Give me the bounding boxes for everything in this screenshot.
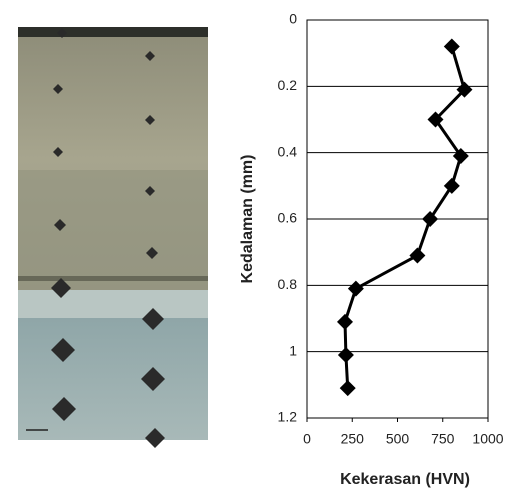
y-tick-label: 0.8 [278,276,298,292]
x-tick-label: 750 [431,431,455,447]
y-tick-label: 0.2 [278,77,298,93]
x-axis-title: Kekerasan (HVN) [340,471,470,488]
data-point [452,147,469,164]
x-tick-label: 500 [386,431,410,447]
data-point [427,111,444,128]
data-point [347,280,364,297]
x-tick-label: 0 [303,431,311,447]
y-tick-label: 0.6 [278,210,298,226]
data-point [456,81,473,98]
data-line [343,46,467,389]
y-tick-label: 0.4 [278,143,298,159]
y-tick-label: 1.2 [278,409,298,425]
y-axis-title: Kedalaman (mm) [239,155,256,284]
y-tick-label: 0 [289,11,297,27]
data-point [337,313,354,330]
x-tick-label: 250 [341,431,365,447]
data-point [337,346,354,363]
data-point [422,211,439,227]
y-tick-label: 1 [289,342,297,358]
data-point [339,380,356,397]
data-point [443,38,460,55]
x-tick-label: 1000 [472,431,503,447]
data-point [409,247,426,264]
data-point [443,177,460,194]
micrograph [18,27,208,448]
